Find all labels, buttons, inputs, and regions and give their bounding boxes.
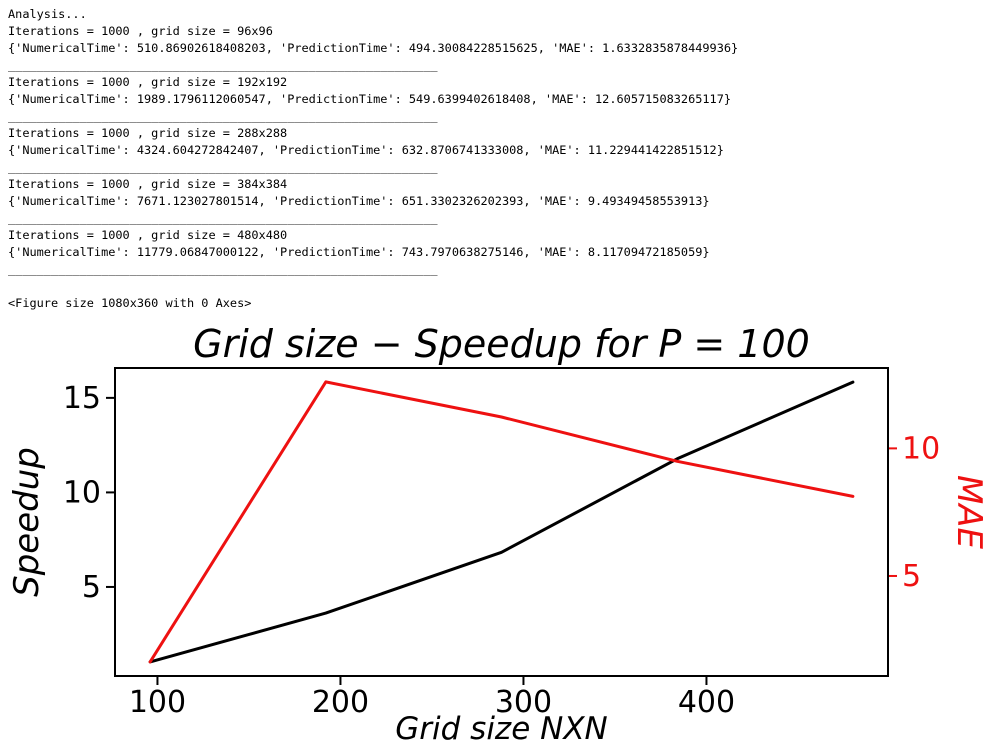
series-line-mae: [148, 380, 855, 664]
left-y-tick-label: 5: [82, 570, 101, 605]
console-line: Iterations = 1000 , grid size = 288x288: [8, 126, 288, 140]
console-line: [8, 278, 738, 295]
console-line: {'NumericalTime': 7671.123027801514, 'Pr…: [8, 194, 710, 208]
left-axis-label: Speedup: [7, 447, 47, 597]
right-axis-label: MAE: [949, 475, 989, 550]
console-line: ________________________________________…: [8, 160, 438, 174]
left-y-tick-label: 15: [63, 381, 101, 416]
right-y-tick-label: 5: [902, 559, 921, 594]
x-tick-label: 400: [678, 685, 735, 720]
console-line: {'NumericalTime': 1989.1796112060547, 'P…: [8, 92, 732, 106]
console-line: Iterations = 1000 , grid size = 96x96: [8, 24, 273, 38]
x-tick-label: 200: [312, 685, 369, 720]
console-line: {'NumericalTime': 510.86902618408203, 'P…: [8, 41, 739, 55]
right-y-tick-label: 10: [902, 431, 940, 466]
console-line: {'NumericalTime': 11779.06847000122, 'Pr…: [8, 245, 710, 259]
console-line: Iterations = 1000 , grid size = 480x480: [8, 228, 288, 242]
console-line: Iterations = 1000 , grid size = 384x384: [8, 177, 288, 191]
chart-title: Grid size − Speedup for P = 100: [193, 322, 810, 366]
line-chart: Grid size − Speedup for P = 100 100 200 300…: [7, 322, 989, 747]
console-line: ________________________________________…: [8, 109, 438, 123]
left-y-tick-label: 10: [63, 475, 101, 510]
series-line-speedup: [148, 380, 855, 664]
console-line: ________________________________________…: [8, 58, 438, 72]
console-line: ________________________________________…: [8, 211, 438, 225]
console-line: Iterations = 1000 , grid size = 192x192: [8, 75, 288, 89]
x-tick-label: 300: [495, 685, 552, 720]
figure-output: Grid size − Speedup for P = 100 100 200 300…: [0, 320, 992, 751]
console-line: Analysis...: [8, 7, 87, 21]
console-line: {'NumericalTime': 4324.604272842407, 'Pr…: [8, 143, 724, 157]
console-line: <Figure size 1080x360 with 0 Axes>: [8, 296, 252, 310]
console-output: Analysis... Iterations = 1000 , grid size…: [8, 6, 738, 312]
plot-area: [114, 367, 889, 677]
x-tick-label: 100: [129, 685, 186, 720]
x-axis-label: Grid size NXN: [395, 711, 608, 747]
console-line: ________________________________________…: [8, 262, 438, 276]
